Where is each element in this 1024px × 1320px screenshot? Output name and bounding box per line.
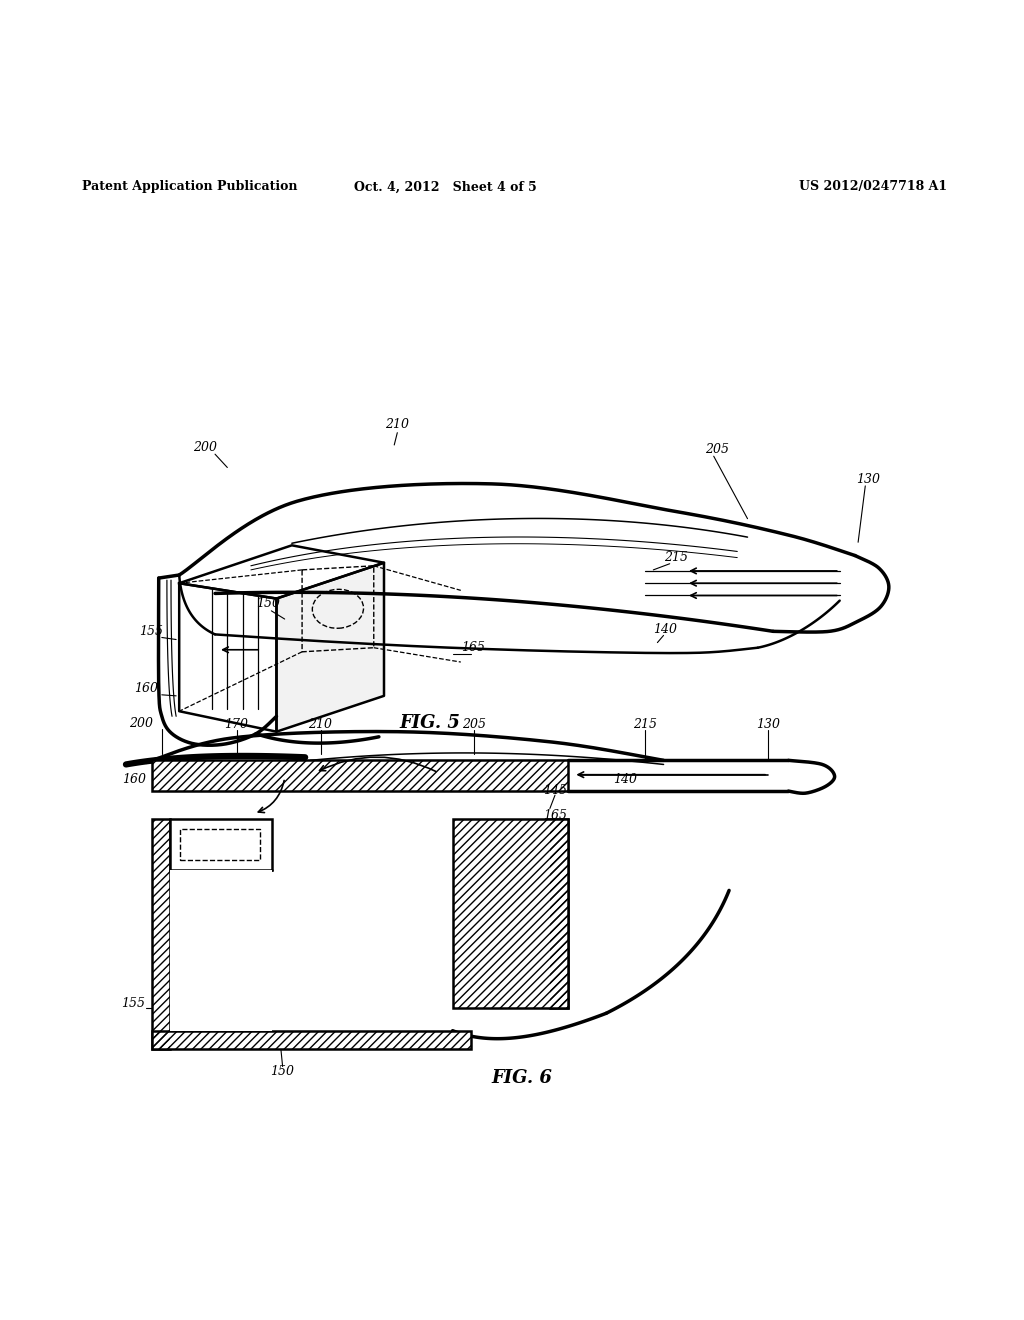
Text: 165: 165 [543,809,567,822]
Text: 210: 210 [308,718,333,731]
Text: 167: 167 [209,884,233,896]
Text: FIG. 5: FIG. 5 [399,714,461,733]
Text: Patent Application Publication: Patent Application Publication [82,181,297,194]
Text: 160: 160 [122,774,146,787]
Text: 140: 140 [653,623,678,636]
Text: 155: 155 [139,624,164,638]
Text: 205: 205 [705,442,729,455]
Bar [453,818,568,1008]
Bar [170,818,272,870]
Polygon shape [179,583,276,731]
Text: 140: 140 [612,774,637,787]
Text: 150: 150 [270,1065,295,1078]
Text: 170: 170 [224,718,249,731]
Bar [550,818,568,1008]
Text: US 2012/0247718 A1: US 2012/0247718 A1 [799,181,947,194]
Bar [152,818,170,1049]
Bar [152,1031,471,1049]
Bar [180,829,260,859]
Polygon shape [179,545,384,598]
Text: Oct. 4, 2012   Sheet 4 of 5: Oct. 4, 2012 Sheet 4 of 5 [354,181,537,194]
Text: 145: 145 [543,784,567,796]
Text: 130: 130 [856,474,881,486]
Bar [550,818,568,1008]
Bar [152,818,170,1049]
Text: 200: 200 [193,441,217,454]
Text: 130: 130 [756,718,780,731]
Polygon shape [276,562,384,731]
Text: 205: 205 [462,718,486,731]
Text: 155: 155 [121,997,145,1010]
Text: 200: 200 [129,717,154,730]
Text: 165: 165 [461,642,485,655]
Bar [152,760,568,791]
Text: 160: 160 [134,682,159,696]
Bar [152,760,568,791]
Text: FIG. 6: FIG. 6 [492,1069,553,1086]
Text: 150: 150 [256,597,281,610]
Text: 215: 215 [664,552,688,564]
Bar [453,818,568,1008]
Bar [152,1031,471,1049]
Text: 215: 215 [633,718,657,731]
Text: 210: 210 [385,418,410,430]
Bar [170,870,272,1031]
